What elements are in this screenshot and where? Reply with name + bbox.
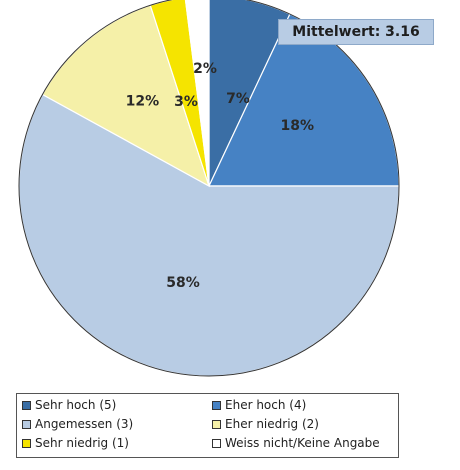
legend-swatch-eher-hoch: [212, 400, 221, 410]
pie-chart: 7% 18% 58% 12% 3% 2%: [18, 0, 400, 377]
legend-item-weiss-nicht: Weiss nicht/Keine Angabe: [212, 436, 380, 450]
pie-label-1: 18%: [280, 118, 314, 134]
legend-label-sehr-hoch: Sehr hoch (5): [35, 398, 117, 412]
legend-label-angemessen: Angemessen (3): [35, 417, 134, 431]
legend-item-sehr-hoch: Sehr hoch (5): [22, 398, 116, 412]
legend-label-eher-niedrig: Eher niedrig (2): [225, 417, 319, 431]
pie-outline: [18, 0, 400, 377]
pie-label-2: 58%: [166, 275, 200, 291]
legend-item-eher-niedrig: Eher niedrig (2): [212, 417, 319, 431]
chart-legend: Sehr hoch (5) Eher hoch (4) Angemessen (…: [16, 393, 399, 458]
legend-label-sehr-niedrig: Sehr niedrig (1): [35, 436, 129, 450]
pie-label-4: 3%: [174, 94, 198, 110]
legend-swatch-eher-niedrig: [212, 419, 221, 429]
mean-value-label: Mittelwert: 3.16: [292, 24, 420, 40]
legend-item-sehr-niedrig: Sehr niedrig (1): [22, 436, 129, 450]
legend-swatch-sehr-hoch: [22, 400, 31, 410]
legend-swatch-angemessen: [22, 419, 31, 429]
pie-label-0: 7%: [226, 91, 250, 107]
legend-swatch-sehr-niedrig: [22, 438, 31, 448]
pie-slice-5: [184, 0, 210, 187]
legend-label-eher-hoch: Eher hoch (4): [225, 398, 307, 412]
pie-label-3: 12%: [126, 93, 160, 109]
legend-label-weiss-nicht: Weiss nicht/Keine Angabe: [225, 436, 380, 450]
legend-item-angemessen: Angemessen (3): [22, 417, 133, 431]
legend-swatch-weiss-nicht: [212, 438, 221, 448]
legend-item-eher-hoch: Eher hoch (4): [212, 398, 306, 412]
pie-label-5: 2%: [193, 61, 217, 77]
mean-value-box: Mittelwert: 3.16: [278, 19, 434, 45]
